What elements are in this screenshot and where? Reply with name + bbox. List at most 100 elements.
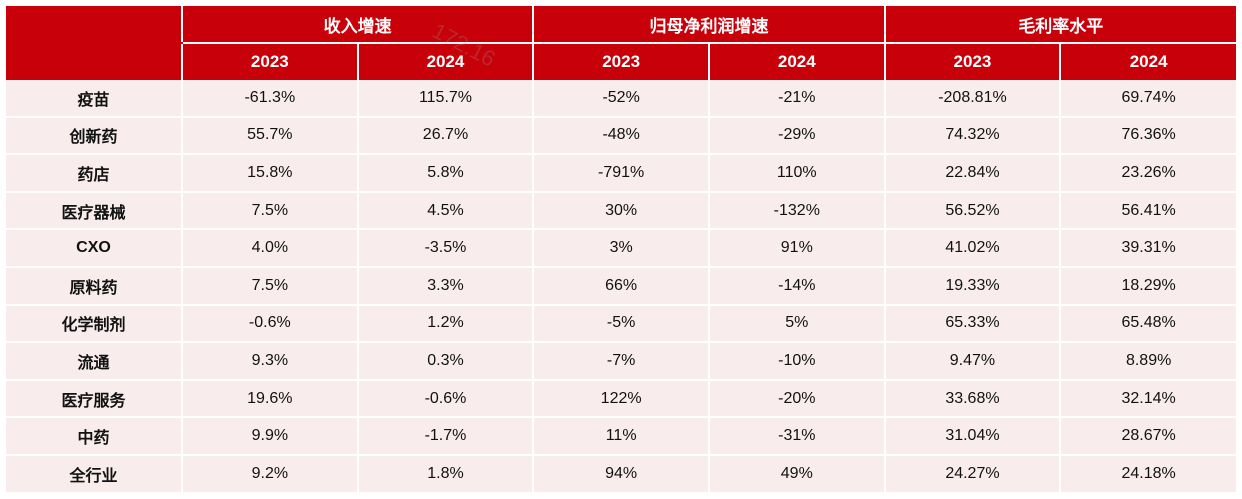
- table-cell: -132%: [708, 191, 886, 231]
- row-label: 创新药: [6, 116, 183, 156]
- table-row: 医疗服务 19.6% -0.6% 122% -20% 33.68% 32.14%: [6, 379, 1236, 419]
- group-header-revenue-growth: 收入增速: [182, 6, 535, 44]
- table-cell: 91%: [708, 229, 886, 268]
- table-cell: 7.5%: [182, 191, 359, 231]
- table-cell: 15.8%: [182, 154, 359, 193]
- table-cell: 69.74%: [1060, 80, 1236, 118]
- row-label: 原料药: [6, 266, 183, 306]
- table-row: CXO 4.0% -3.5% 3% 91% 41.02% 39.31%: [6, 229, 1236, 268]
- table-cell: 9.9%: [182, 417, 359, 456]
- table-body: 疫苗 -61.3% 115.7% -52% -21% -208.81% 69.74% 创新药 5…: [6, 80, 1236, 494]
- table-cell: -5%: [533, 304, 710, 344]
- row-label: 流通: [6, 342, 183, 381]
- table-cell: 115.7%: [357, 80, 535, 118]
- table-cell: 32.14%: [1060, 379, 1236, 419]
- year-header: 2023: [533, 43, 710, 80]
- table-cell: 3.3%: [357, 266, 535, 306]
- year-header: 2023: [182, 43, 359, 80]
- table-cell: -208.81%: [884, 80, 1062, 118]
- table-row: 中药 9.9% -1.7% 11% -31% 31.04% 28.67%: [6, 417, 1236, 456]
- table-cell: -0.6%: [182, 304, 359, 344]
- table-cell: 26.7%: [357, 116, 535, 156]
- row-label: 全行业: [6, 454, 183, 494]
- table-cell: 5%: [708, 304, 886, 344]
- table-cell: 3%: [533, 229, 710, 268]
- table-cell: -31%: [708, 417, 886, 456]
- table-cell: 31.04%: [884, 417, 1062, 456]
- table-row: 创新药 55.7% 26.7% -48% -29% 74.32% 76.36%: [6, 116, 1236, 156]
- table-row: 疫苗 -61.3% 115.7% -52% -21% -208.81% 69.74%: [6, 80, 1236, 118]
- table-cell: 19.33%: [884, 266, 1062, 306]
- year-header-row: 2023 2024 2023 2024 2023 2024: [6, 43, 1236, 80]
- table-cell: 74.32%: [884, 116, 1062, 156]
- table-row: 流通 9.3% 0.3% -7% -10% 9.47% 8.89%: [6, 342, 1236, 381]
- year-header: 2024: [708, 43, 886, 80]
- year-header: 2024: [357, 43, 535, 80]
- table-cell: -48%: [533, 116, 710, 156]
- row-label: 医疗器械: [6, 191, 183, 231]
- table-cell: 4.0%: [182, 229, 359, 268]
- table-row: 药店 15.8% 5.8% -791% 110% 22.84% 23.26%: [6, 154, 1236, 193]
- table-cell: 76.36%: [1060, 116, 1236, 156]
- table-row: 全行业 9.2% 1.8% 94% 49% 24.27% 24.18%: [6, 454, 1236, 494]
- row-label: 药店: [6, 154, 183, 193]
- table-cell: 11%: [533, 417, 710, 456]
- table-cell: 18.29%: [1060, 266, 1236, 306]
- table-cell: 56.52%: [884, 191, 1062, 231]
- table-row: 化学制剂 -0.6% 1.2% -5% 5% 65.33% 65.48%: [6, 304, 1236, 344]
- table-cell: -61.3%: [182, 80, 359, 118]
- table-row: 原料药 7.5% 3.3% 66% -14% 19.33% 18.29%: [6, 266, 1236, 306]
- table-cell: 39.31%: [1060, 229, 1236, 268]
- table-cell: 22.84%: [884, 154, 1062, 193]
- table-cell: 1.8%: [357, 454, 535, 494]
- table-cell: -791%: [533, 154, 710, 193]
- corner-cell-lower: [6, 43, 183, 80]
- table-cell: 65.48%: [1060, 304, 1236, 344]
- table-cell: 33.68%: [884, 379, 1062, 419]
- table-cell: 19.6%: [182, 379, 359, 419]
- table-cell: 9.2%: [182, 454, 359, 494]
- table-cell: 122%: [533, 379, 710, 419]
- table-cell: 24.18%: [1060, 454, 1236, 494]
- table-cell: -21%: [708, 80, 886, 118]
- table-cell: 5.8%: [357, 154, 535, 193]
- table-cell: -1.7%: [357, 417, 535, 456]
- group-header-net-profit-growth: 归母净利润增速: [533, 6, 886, 44]
- table-cell: 110%: [708, 154, 886, 193]
- row-label: 疫苗: [6, 80, 183, 118]
- table-cell: 0.3%: [357, 342, 535, 381]
- data-table: 收入增速 归母净利润增速 毛利率水平 2023 2024 2023 2024 2…: [6, 6, 1236, 494]
- table-cell: 7.5%: [182, 266, 359, 306]
- table-cell: 56.41%: [1060, 191, 1236, 231]
- row-label: 中药: [6, 417, 183, 456]
- table-cell: 9.3%: [182, 342, 359, 381]
- table-cell: -10%: [708, 342, 886, 381]
- table-cell: -0.6%: [357, 379, 535, 419]
- table-row: 医疗器械 7.5% 4.5% 30% -132% 56.52% 56.41%: [6, 191, 1236, 231]
- table-cell: 94%: [533, 454, 710, 494]
- table-cell: 41.02%: [884, 229, 1062, 268]
- table-cell: 30%: [533, 191, 710, 231]
- table-cell: 9.47%: [884, 342, 1062, 381]
- table-cell: 66%: [533, 266, 710, 306]
- table-cell: -7%: [533, 342, 710, 381]
- row-label: 化学制剂: [6, 304, 183, 344]
- year-header: 2024: [1060, 43, 1236, 80]
- table-cell: -52%: [533, 80, 710, 118]
- table-cell: -29%: [708, 116, 886, 156]
- group-header-row: 收入增速 归母净利润增速 毛利率水平: [6, 6, 1236, 44]
- corner-cell: [6, 6, 183, 44]
- table-cell: 23.26%: [1060, 154, 1236, 193]
- table-cell: -14%: [708, 266, 886, 306]
- table-cell: 55.7%: [182, 116, 359, 156]
- table-cell: -20%: [708, 379, 886, 419]
- row-label: 医疗服务: [6, 379, 183, 419]
- table-cell: 4.5%: [357, 191, 535, 231]
- table-cell: 49%: [708, 454, 886, 494]
- table-cell: 1.2%: [357, 304, 535, 344]
- row-label: CXO: [6, 229, 183, 268]
- table-cell: 28.67%: [1060, 417, 1236, 456]
- table-cell: 24.27%: [884, 454, 1062, 494]
- table-cell: 8.89%: [1060, 342, 1236, 381]
